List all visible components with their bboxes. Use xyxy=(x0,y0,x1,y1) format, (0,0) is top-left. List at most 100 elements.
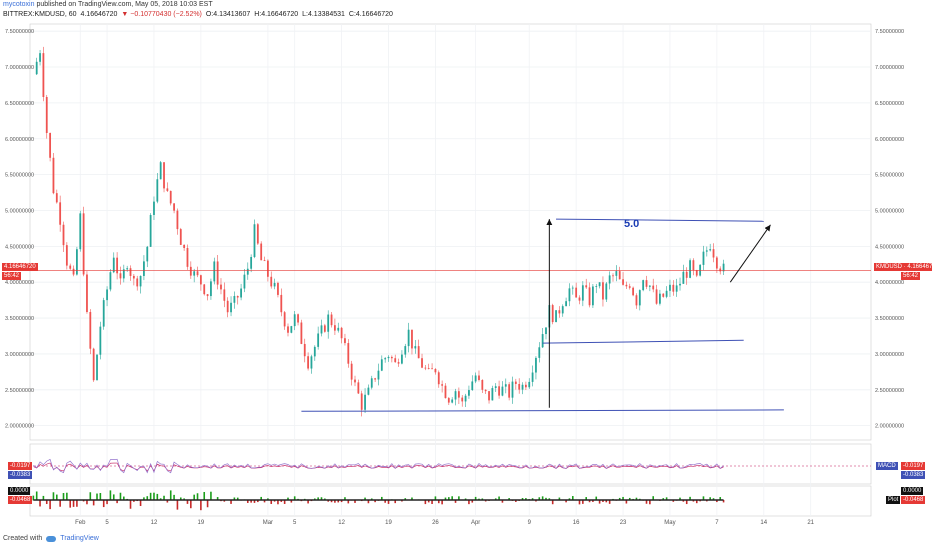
x-tick-label: May xyxy=(664,520,675,526)
plot-bar xyxy=(186,500,189,504)
macd-line xyxy=(33,458,724,474)
candle-body xyxy=(384,358,387,360)
plot-bar xyxy=(109,490,112,501)
candle-body xyxy=(139,275,142,287)
candle-body xyxy=(642,280,645,291)
candle-body xyxy=(364,394,366,410)
plot-bar xyxy=(119,492,122,501)
last-price: 4.16646720 xyxy=(80,11,118,18)
candle-body xyxy=(317,333,320,347)
candle-body xyxy=(555,310,557,323)
plot-bar xyxy=(72,500,75,507)
plot-bar xyxy=(66,492,68,501)
candle-body xyxy=(290,326,293,333)
plot-bar xyxy=(347,500,350,504)
macd-right-label: MACD xyxy=(876,462,898,470)
plot-bar xyxy=(454,500,457,503)
plot-bar xyxy=(56,494,58,501)
plot-bar xyxy=(257,500,259,503)
candle-body xyxy=(444,385,447,399)
candle-body xyxy=(166,188,169,191)
plot-bar xyxy=(35,491,38,501)
plot-bar xyxy=(280,500,283,502)
candle-body xyxy=(578,297,581,301)
plot-bar xyxy=(665,497,668,501)
plot-bar xyxy=(293,496,296,501)
y-tick-label-left: 4.50000000 xyxy=(5,244,34,250)
candle-body xyxy=(575,287,578,298)
candle-body xyxy=(203,284,206,295)
candle-body xyxy=(689,260,691,278)
plot-bar xyxy=(146,496,149,501)
right-time-tag: 56:42 xyxy=(901,272,921,280)
candle-body xyxy=(236,295,239,298)
candle-body xyxy=(106,289,108,301)
candle-body xyxy=(561,306,564,314)
x-tick-label: 7 xyxy=(715,520,719,526)
candle-body xyxy=(59,202,62,225)
plot-bar xyxy=(210,491,212,501)
author-link[interactable]: mycotoxin xyxy=(3,1,35,8)
left-price-tag: 4.16646720 xyxy=(2,263,38,271)
candle-body xyxy=(92,348,95,381)
plot-bar xyxy=(384,500,386,503)
plot-bar xyxy=(230,500,232,504)
candle-body xyxy=(240,288,242,298)
candle-body xyxy=(357,382,360,394)
candle-body xyxy=(260,243,263,261)
trendline-support xyxy=(301,409,784,412)
candle-body xyxy=(424,367,427,369)
plot-bar xyxy=(116,500,118,504)
candle-body xyxy=(524,384,527,388)
candle-body xyxy=(605,283,608,300)
candle-body xyxy=(662,293,665,297)
candle-body xyxy=(45,96,48,133)
plot-bar xyxy=(327,500,330,502)
candle-body xyxy=(179,229,182,245)
candle-body xyxy=(169,190,172,204)
plot-bar xyxy=(598,500,601,504)
tradingview-logo-icon xyxy=(46,535,57,542)
candle-body xyxy=(76,249,78,275)
created-with-label: Created with xyxy=(3,535,43,542)
candle-body xyxy=(344,338,346,344)
candle-body xyxy=(632,287,635,296)
plot-bar xyxy=(585,497,587,501)
x-tick-label: Mar xyxy=(263,520,273,526)
candle-body xyxy=(334,325,336,331)
plot-bar xyxy=(437,500,440,504)
candle-body xyxy=(250,257,253,269)
candle-body xyxy=(149,214,152,247)
plot-bar xyxy=(39,500,41,507)
candle-body xyxy=(571,287,574,289)
candle-body xyxy=(521,384,524,390)
plot-bar xyxy=(45,500,48,505)
plot-bar xyxy=(608,500,611,504)
plot-bar xyxy=(364,497,366,501)
candle-body xyxy=(122,269,125,279)
candle-body xyxy=(136,278,139,287)
candle-body xyxy=(514,381,517,384)
candle-body xyxy=(277,282,279,295)
candle-body xyxy=(35,61,38,75)
candle-body xyxy=(461,397,464,402)
candle-body xyxy=(401,354,403,364)
candle-body xyxy=(176,210,179,230)
plot-left-tag-2: -0.0468 xyxy=(8,496,33,504)
candle-body xyxy=(484,389,487,392)
candle-body xyxy=(434,368,437,373)
plot-bar xyxy=(381,496,383,501)
plot-bar xyxy=(169,490,172,501)
x-tick-label: 12 xyxy=(338,520,345,526)
plot-bar xyxy=(253,500,256,503)
plot-bar xyxy=(290,500,293,503)
high-value: H:4.16646720 xyxy=(254,11,299,18)
plot-bar xyxy=(173,494,175,501)
tradingview-link[interactable]: TradingView xyxy=(60,535,99,542)
plot-bar xyxy=(166,500,169,503)
plot-bar xyxy=(434,496,437,501)
candle-body xyxy=(404,346,407,355)
candle-body xyxy=(468,390,470,396)
candle-body xyxy=(531,372,534,382)
